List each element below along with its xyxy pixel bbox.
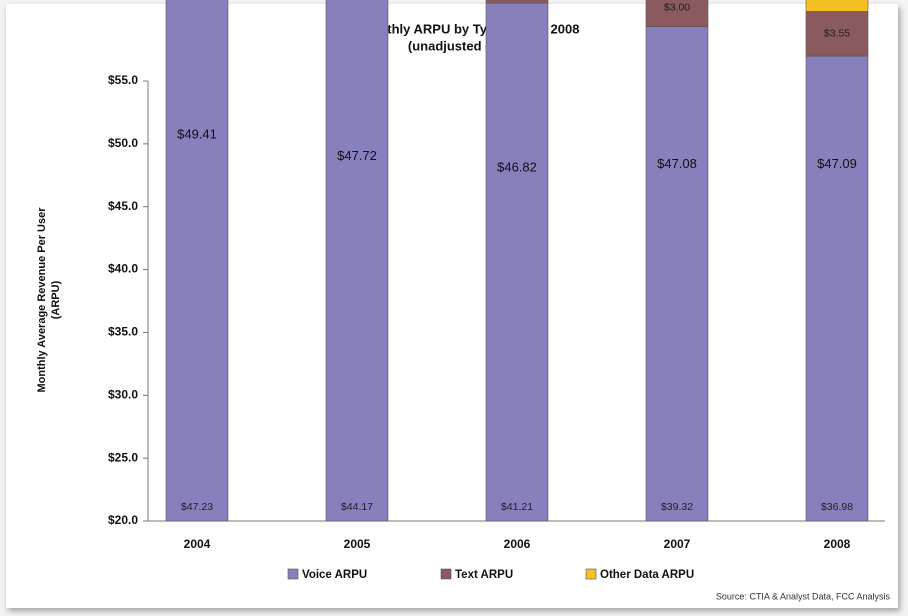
total-label: $47.72 bbox=[337, 148, 377, 163]
total-label: $47.09 bbox=[817, 156, 857, 171]
bar-segment bbox=[165, 0, 229, 522]
total-label: $47.08 bbox=[657, 156, 697, 171]
bar-segment bbox=[805, 11, 869, 57]
legend-label: Voice ARPU bbox=[302, 569, 367, 581]
source-note: Source: CTIA & Analyst Data, FCC Analysi… bbox=[716, 591, 891, 601]
value-label: $36.98 bbox=[821, 501, 853, 513]
legend-label: Text ARPU bbox=[455, 569, 513, 581]
y-axis-label: Monthly Average Revenue Per User bbox=[36, 207, 48, 393]
total-label: $49.41 bbox=[177, 127, 217, 142]
legend-swatch bbox=[585, 568, 597, 580]
x-tick-label: 2008 bbox=[824, 537, 851, 551]
x-tick-label: 2006 bbox=[504, 537, 531, 551]
value-label: $3.00 bbox=[664, 2, 690, 14]
legend-label: Other Data ARPU bbox=[600, 569, 694, 581]
bar-segment bbox=[325, 0, 389, 522]
y-tick-label: $20.0 bbox=[108, 513, 138, 527]
y-axis-label: (ARPU) bbox=[50, 280, 62, 319]
value-label: $39.32 bbox=[661, 501, 693, 513]
x-tick-label: 2005 bbox=[344, 537, 371, 551]
bar-segment bbox=[485, 0, 549, 4]
y-tick-label: $40.0 bbox=[108, 262, 138, 276]
x-tick-label: 2007 bbox=[664, 537, 691, 551]
value-label: $41.21 bbox=[501, 501, 533, 513]
legend-swatch bbox=[287, 568, 299, 580]
y-tick-label: $45.0 bbox=[108, 199, 138, 213]
bar-segment bbox=[645, 0, 709, 27]
total-label: $46.82 bbox=[497, 159, 537, 174]
y-tick-label: $25.0 bbox=[108, 450, 138, 464]
legend-swatch bbox=[440, 568, 452, 580]
chart-frame bbox=[6, 4, 898, 608]
value-label: $3.55 bbox=[824, 28, 850, 40]
bar-segment bbox=[805, 0, 869, 12]
y-tick-label: $55.0 bbox=[108, 73, 138, 87]
x-tick-label: 2004 bbox=[184, 537, 211, 551]
y-tick-label: $50.0 bbox=[108, 136, 138, 150]
y-tick-label: $35.0 bbox=[108, 325, 138, 339]
bar-segment bbox=[645, 26, 709, 522]
bar-segment bbox=[805, 55, 869, 522]
value-label: $44.17 bbox=[341, 501, 373, 513]
y-tick-label: $30.0 bbox=[108, 387, 138, 401]
value-label: $47.23 bbox=[181, 501, 213, 513]
bar-segment bbox=[485, 2, 549, 522]
